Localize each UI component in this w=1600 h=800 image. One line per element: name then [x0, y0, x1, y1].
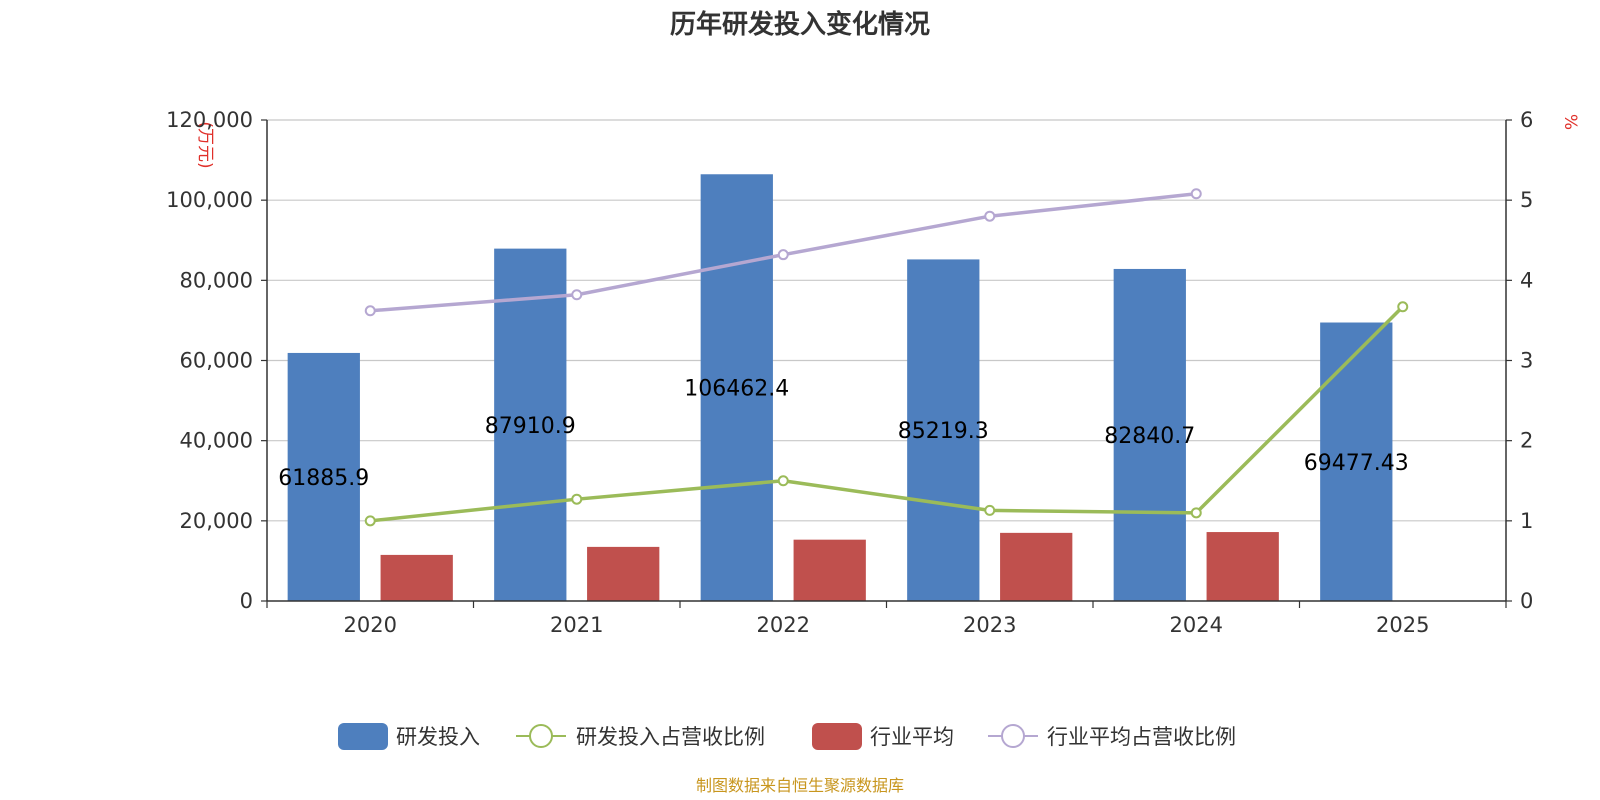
legend-label: 研发投入占营收比例 — [576, 725, 765, 749]
legend-swatch — [338, 723, 388, 750]
point-industry-ratio — [364, 305, 376, 317]
point-industry-ratio — [984, 210, 996, 222]
data-labels: 61885.9 87910.9 106462.4 85219.3 82840.7 6947… — [278, 377, 1408, 491]
left-axis-unit: (万元) — [195, 121, 215, 168]
x-axis-category-label: 2024 — [1170, 613, 1223, 637]
bar-data-label: 87910.9 — [485, 414, 576, 439]
x-axis-category-label: 2021 — [550, 613, 603, 637]
x-axis-category-label: 2022 — [757, 613, 810, 637]
right-axis-tick-label: 4 — [1520, 268, 1533, 292]
legend-label: 研发投入 — [396, 725, 480, 749]
bar-data-label: 61885.9 — [278, 466, 369, 491]
line-series — [364, 188, 1409, 527]
point-industry-ratio — [777, 249, 789, 261]
bar-data-label: 85219.3 — [898, 419, 989, 444]
bar-data-label: 82840.7 — [1104, 424, 1195, 449]
right-axis-tick-label: 5 — [1520, 188, 1533, 212]
point-rd-ratio — [1190, 507, 1202, 519]
bar-rd-investment — [287, 352, 360, 601]
left-axis-tick-label: 80,000 — [180, 268, 253, 292]
legend-label: 行业平均 — [870, 725, 954, 749]
legend-marker — [529, 724, 553, 748]
point-rd-ratio — [364, 515, 376, 527]
bar-industry-average — [1206, 532, 1279, 601]
left-axis-tick-label: 60,000 — [180, 349, 253, 373]
x-axis-category-label: 2023 — [963, 613, 1016, 637]
right-axis-tick-label: 0 — [1520, 589, 1533, 613]
bar-data-label: 106462.4 — [684, 377, 789, 402]
left-axis-tick-label: 40,000 — [180, 429, 253, 453]
point-industry-ratio — [1190, 188, 1202, 200]
bar-industry-average — [587, 546, 660, 601]
point-industry-ratio — [571, 289, 583, 301]
x-axis-category-label: 2020 — [344, 613, 397, 637]
right-axis-tick-label: 6 — [1520, 108, 1533, 132]
point-rd-ratio — [1397, 301, 1409, 313]
bar-rd-investment — [1113, 268, 1186, 601]
bar-rd-investment — [700, 174, 773, 601]
bar-industry-average — [380, 554, 453, 601]
left-axis-tick-label: 100,000 — [166, 188, 253, 212]
legend: 研发投入 研发投入占营收比例 行业平均 行业平均占营收比例 — [338, 723, 1236, 750]
bar-data-label: 69477.43 — [1304, 451, 1409, 476]
right-axis-unit: % — [1560, 114, 1580, 130]
axes: 0 20,000 40,000 60,000 80,000 100,000 120,000 0… — [166, 108, 1533, 637]
grid-lines — [267, 119, 1506, 522]
right-axis-tick-label: 2 — [1520, 429, 1533, 453]
point-rd-ratio — [571, 493, 583, 505]
left-axis-tick-label: 20,000 — [180, 509, 253, 533]
right-axis-tick-label: 3 — [1520, 349, 1533, 373]
bar-series — [287, 174, 1393, 601]
line-rd-ratio — [370, 305, 1404, 523]
left-axis-tick-label: 120,000 — [166, 108, 253, 132]
legend-swatch — [812, 723, 862, 750]
legend-label: 行业平均占营收比例 — [1047, 725, 1236, 749]
point-rd-ratio — [984, 504, 996, 516]
bar-industry-average — [1000, 532, 1073, 601]
bar-rd-investment — [494, 248, 567, 601]
left-axis-tick-label: 0 — [240, 589, 253, 613]
source-note: 制图数据来自恒生聚源数据库 — [696, 776, 904, 795]
point-rd-ratio — [777, 475, 789, 487]
chart-title: 历年研发投入变化情况 — [670, 9, 930, 40]
x-axis-category-label: 2025 — [1376, 613, 1429, 637]
bar-rd-investment — [1320, 322, 1393, 601]
legend-marker — [1001, 724, 1025, 748]
right-axis-tick-label: 1 — [1520, 509, 1533, 533]
bar-industry-average — [793, 539, 866, 601]
bar-rd-investment — [907, 259, 980, 601]
